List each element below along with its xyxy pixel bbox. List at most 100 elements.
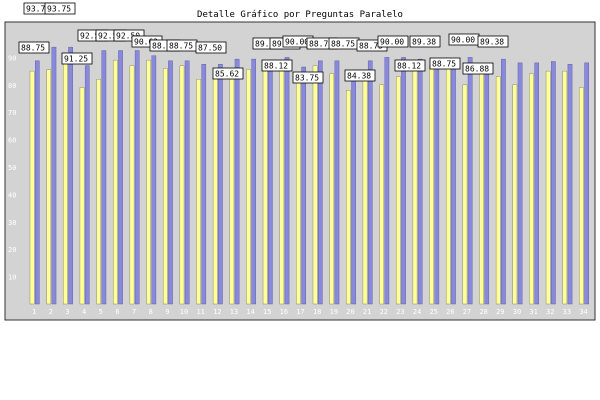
data-label: 86.88: [465, 65, 489, 74]
bar: [129, 65, 135, 305]
bar: [296, 74, 301, 305]
x-tick-label: 31: [529, 308, 537, 316]
bar: [96, 79, 101, 305]
y-tick-label: 20: [8, 246, 16, 254]
bar: [396, 76, 401, 305]
x-tick-label: 24: [413, 308, 421, 316]
bar: [351, 72, 356, 305]
bar: [334, 60, 340, 305]
x-tick-label: 20: [346, 308, 354, 316]
bar: [512, 84, 518, 305]
bar: [234, 58, 240, 305]
data-label-box: [212, 67, 244, 80]
bar: [567, 64, 573, 305]
data-label: 88.75: [21, 44, 45, 53]
data-label-box: [44, 2, 76, 15]
data-label-box: [409, 35, 441, 48]
data-label: 90.62: [134, 38, 158, 47]
bar: [479, 65, 484, 305]
bar: [434, 58, 440, 305]
data-label: 89.38: [412, 38, 436, 47]
bar: [318, 60, 323, 305]
bar: [329, 73, 335, 305]
data-label: 92.50: [116, 32, 140, 41]
bar: [279, 68, 285, 305]
x-tick-label: 11: [196, 308, 204, 316]
bar: [562, 70, 568, 305]
bar: [268, 68, 273, 305]
data-label-box: [394, 59, 426, 72]
x-tick-label: 33: [563, 308, 571, 316]
x-tick-label: 23: [396, 308, 404, 316]
x-tick-label: 12: [213, 308, 221, 316]
bar: [312, 65, 318, 305]
x-tick-label: 8: [149, 308, 153, 316]
x-tick-label: 15: [263, 308, 271, 316]
y-tick-label: 40: [8, 191, 16, 199]
y-tick-label: 50: [8, 164, 16, 172]
data-label-box: [377, 35, 409, 48]
data-label: 84.38: [347, 72, 371, 81]
x-tick-label: 34: [579, 308, 587, 316]
data-label: 88.75: [309, 40, 333, 49]
x-tick-label: 21: [363, 308, 371, 316]
x-tick-label: 19: [330, 308, 338, 316]
data-label: 83.75: [295, 74, 319, 83]
x-tick-label: 32: [546, 308, 554, 316]
x-tick-label: 1: [32, 308, 36, 316]
bar: [467, 57, 473, 305]
bar: [346, 90, 351, 305]
bar: [384, 57, 390, 305]
data-label: 92.50: [80, 32, 104, 41]
bar: [429, 65, 434, 305]
x-tick-label: 6: [115, 308, 119, 316]
bar: [201, 64, 207, 305]
bar: [367, 60, 373, 305]
data-label: 91.25: [64, 55, 88, 64]
data-label: 88.75: [331, 40, 355, 49]
data-label: 90.00: [380, 38, 404, 47]
data-label: 89.38: [255, 40, 279, 49]
bar: [301, 66, 306, 305]
data-label: 88.75: [152, 42, 176, 51]
bar: [84, 65, 90, 305]
data-label-box: [61, 52, 93, 65]
x-tick-label: 27: [463, 308, 471, 316]
bar: [584, 62, 589, 305]
data-label-box: [344, 69, 376, 82]
x-tick-label: 9: [165, 308, 169, 316]
bar: [495, 76, 501, 305]
bar: [46, 69, 52, 305]
bar: [101, 50, 107, 305]
bar: [146, 59, 151, 305]
bar: [212, 76, 218, 305]
x-tick-label: 2: [49, 308, 53, 316]
bar: [412, 62, 418, 305]
bar: [517, 62, 523, 305]
bar: [168, 60, 173, 305]
bar: [196, 79, 201, 305]
x-tick-label: 26: [446, 308, 454, 316]
data-label-box: [18, 41, 50, 54]
x-tick-label: 13: [230, 308, 238, 316]
bar: [529, 73, 534, 305]
bar: [401, 57, 406, 305]
y-tick-label: 90: [8, 54, 16, 62]
data-label: 90.00: [451, 36, 475, 45]
bar: [462, 84, 468, 305]
bar: [251, 58, 257, 305]
bar: [579, 87, 584, 305]
bar: [51, 46, 57, 305]
bar: [379, 84, 384, 305]
data-label: 88.12: [397, 62, 421, 71]
y-tick-label: 30: [8, 219, 16, 227]
bar: [551, 61, 556, 305]
x-tick-label: 16: [280, 308, 288, 316]
data-label: 93.75: [26, 5, 50, 14]
bar: [118, 50, 123, 305]
bar: [113, 59, 118, 305]
x-tick-label: 10: [180, 308, 188, 316]
x-tick-label: 5: [99, 308, 103, 316]
y-tick-label: 60: [8, 137, 16, 145]
